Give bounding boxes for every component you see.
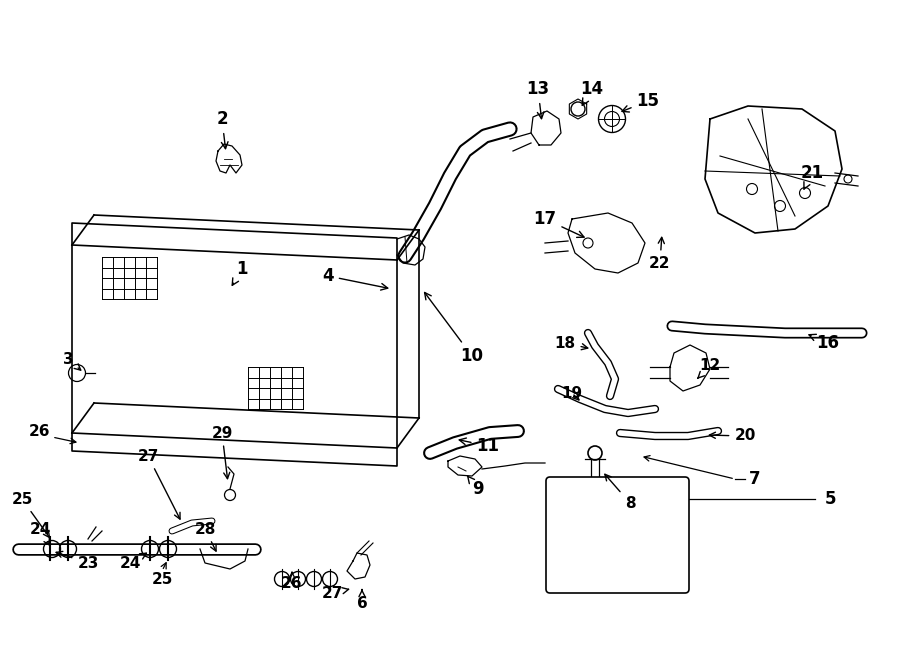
Text: 4: 4 bbox=[322, 267, 388, 290]
Text: 22: 22 bbox=[649, 237, 670, 270]
Text: 14: 14 bbox=[580, 80, 604, 105]
Text: 7: 7 bbox=[749, 470, 760, 488]
Text: 6: 6 bbox=[356, 590, 367, 611]
Text: 25: 25 bbox=[12, 492, 50, 537]
Text: 15: 15 bbox=[622, 92, 660, 112]
Text: 23: 23 bbox=[56, 551, 99, 570]
Text: 8: 8 bbox=[605, 474, 635, 510]
Text: 26: 26 bbox=[29, 424, 50, 438]
Text: 5: 5 bbox=[824, 490, 836, 508]
Text: 27: 27 bbox=[321, 586, 348, 600]
Text: 13: 13 bbox=[526, 80, 550, 119]
Text: 27: 27 bbox=[138, 449, 180, 519]
Text: 25: 25 bbox=[151, 572, 173, 586]
Text: 29: 29 bbox=[212, 426, 233, 479]
Text: 16: 16 bbox=[809, 334, 840, 352]
FancyBboxPatch shape bbox=[546, 477, 689, 593]
Text: 28: 28 bbox=[194, 522, 216, 551]
Text: 18: 18 bbox=[554, 336, 588, 350]
Text: 20: 20 bbox=[709, 428, 756, 444]
Text: 12: 12 bbox=[698, 358, 721, 378]
Text: 10: 10 bbox=[425, 292, 483, 365]
Text: 24: 24 bbox=[120, 553, 147, 570]
Text: 24: 24 bbox=[30, 522, 50, 545]
Text: 19: 19 bbox=[562, 385, 582, 401]
Text: 3: 3 bbox=[63, 352, 81, 370]
Text: 26: 26 bbox=[281, 576, 302, 590]
Text: 21: 21 bbox=[800, 164, 824, 189]
Text: 1: 1 bbox=[232, 260, 248, 286]
Text: 17: 17 bbox=[534, 210, 584, 237]
Text: 11: 11 bbox=[459, 437, 500, 455]
Text: 2: 2 bbox=[216, 110, 228, 149]
Text: 9: 9 bbox=[467, 476, 484, 498]
